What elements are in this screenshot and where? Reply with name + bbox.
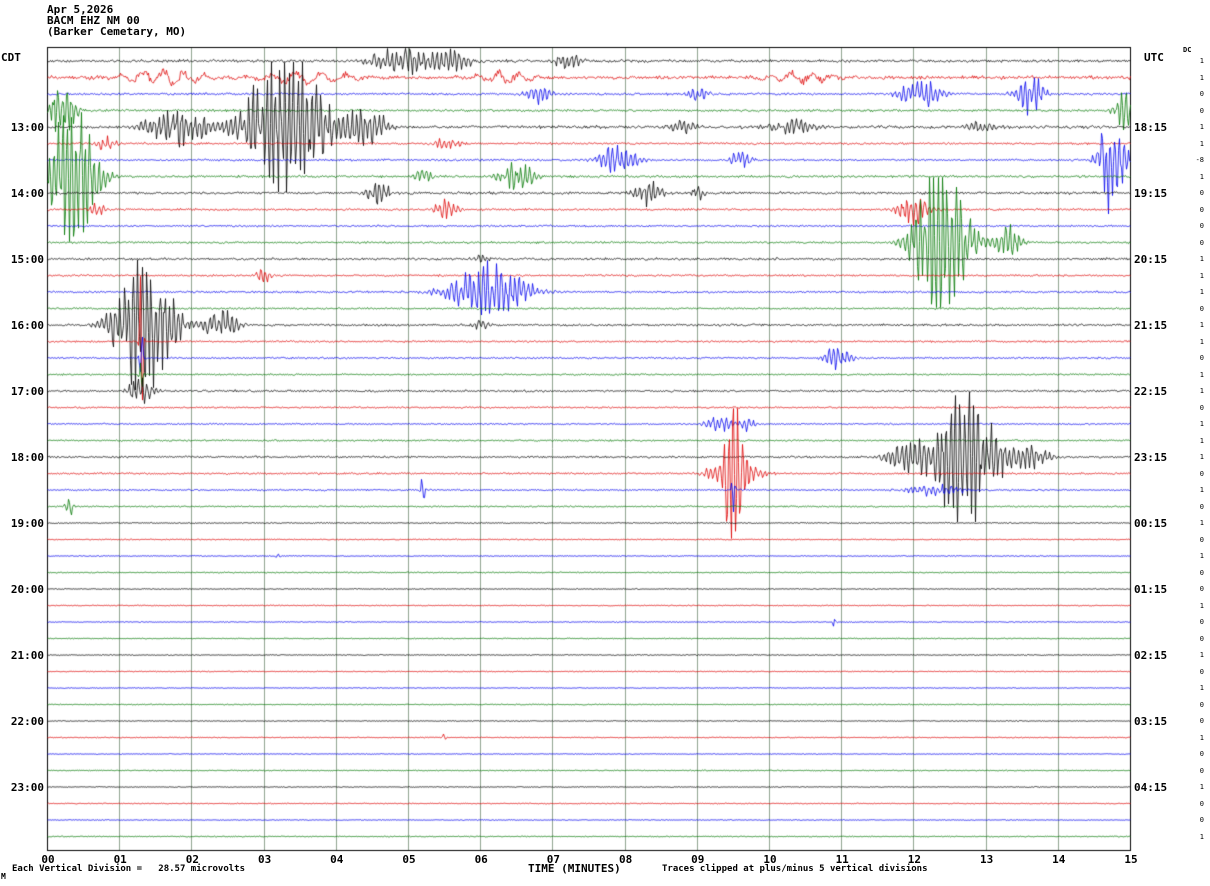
x-tick-label: 00	[41, 853, 55, 866]
left-time-label: 21:00	[10, 649, 44, 662]
x-tick-label: 13	[979, 853, 994, 866]
x-tick-label: 01	[113, 853, 127, 866]
dc-value: 1	[1199, 172, 1204, 181]
dc-value: 1	[1199, 651, 1204, 659]
left-time-label: 15:00	[10, 253, 44, 266]
dc-value: 0	[1199, 618, 1204, 626]
dc-value: 1	[1199, 271, 1204, 280]
dc-value: 1	[1199, 139, 1204, 148]
right-time-label: 01:15	[1134, 583, 1168, 596]
dc-value: 0	[1199, 502, 1204, 511]
clip-note: Traces clipped at plus/minus 5 vertical …	[662, 864, 928, 874]
x-tick-label: 08	[618, 853, 633, 866]
dc-column-label: DC	[1183, 46, 1192, 54]
dc-value: -8	[1195, 156, 1204, 164]
right-time-label: 00:15	[1134, 517, 1168, 530]
left-time-label: 19:00	[10, 517, 44, 530]
dc-value: 1	[1199, 337, 1204, 346]
right-timezone-label: UTC	[1144, 51, 1164, 64]
dc-value: 1	[1199, 453, 1204, 461]
left-time-label: 17:00	[10, 385, 44, 398]
dc-value: 1	[1199, 73, 1204, 82]
right-time-label: 19:15	[1134, 187, 1168, 200]
dc-value: 0	[1199, 717, 1204, 725]
dc-value: 1	[1199, 519, 1204, 527]
dc-value: 0	[1199, 469, 1204, 478]
x-tick-label: 07	[546, 853, 561, 866]
dc-value: 1	[1199, 733, 1204, 742]
x-tick-label: 10	[763, 853, 777, 866]
x-tick-label: 05	[402, 853, 416, 866]
dc-value: 0	[1199, 189, 1204, 197]
left-time-label: 23:00	[10, 781, 44, 794]
dc-value: 0	[1199, 304, 1204, 313]
dc-value: 1	[1199, 288, 1204, 296]
right-time-label: 03:15	[1134, 715, 1168, 728]
dc-value: 1	[1199, 783, 1204, 791]
dc-value: 1	[1199, 420, 1204, 428]
dc-value: 1	[1199, 486, 1204, 494]
dc-value: 0	[1199, 700, 1204, 709]
dc-value: 0	[1199, 750, 1204, 758]
dc-value: 0	[1199, 816, 1204, 824]
x-tick-label: 09	[691, 853, 705, 866]
corner-mark: M	[1, 872, 6, 881]
dc-value: 0	[1199, 799, 1204, 808]
dc-value: 0	[1199, 205, 1204, 214]
dc-value: 0	[1199, 90, 1204, 98]
dc-value: 0	[1199, 766, 1204, 775]
dc-value: 1	[1199, 436, 1204, 445]
scale-note: Each Vertical Division = 28.57 microvolt…	[12, 864, 245, 874]
x-tick-label: 14	[1052, 853, 1066, 866]
x-axis-title: TIME (MINUTES)	[528, 862, 621, 875]
right-time-label: 04:15	[1134, 781, 1168, 794]
x-tick-label: 03	[257, 853, 272, 866]
left-time-label: 16:00	[10, 319, 44, 332]
dc-value: 1	[1199, 552, 1204, 560]
right-time-label: 02:15	[1134, 649, 1168, 662]
dc-value: 0	[1199, 106, 1204, 115]
left-time-label: 18:00	[10, 451, 44, 464]
dc-value: 1	[1199, 832, 1204, 841]
left-time-label: 14:00	[10, 187, 44, 200]
dc-value: 1	[1199, 255, 1204, 263]
dc-value: 0	[1199, 634, 1204, 643]
dc-value: 1	[1199, 321, 1204, 329]
x-tick-label: 12	[907, 853, 922, 866]
right-time-label: 23:15	[1134, 451, 1168, 464]
dc-value: 1	[1199, 370, 1204, 379]
dc-value: 0	[1199, 403, 1204, 412]
right-time-label: 21:15	[1134, 319, 1168, 332]
dc-value: 0	[1199, 238, 1204, 247]
right-time-label: 22:15	[1134, 385, 1168, 398]
dc-value: 0	[1199, 222, 1204, 230]
right-time-label: 20:15	[1134, 253, 1168, 266]
left-time-label: 13:00	[10, 121, 44, 134]
x-tick-label: 15	[1124, 853, 1138, 866]
x-tick-label: 11	[835, 853, 849, 866]
dc-value: 0	[1199, 667, 1204, 676]
dc-value: 1	[1199, 601, 1204, 610]
left-time-label: 20:00	[10, 583, 44, 596]
left-timezone-label: CDT	[1, 51, 21, 64]
dc-value: 0	[1199, 354, 1204, 362]
right-time-label: 18:15	[1134, 121, 1168, 134]
x-tick-label: 02	[185, 853, 200, 866]
x-tick-label: 04	[330, 853, 344, 866]
dc-value: 0	[1199, 568, 1204, 577]
dc-value: 0	[1199, 535, 1204, 544]
dc-value: 1	[1199, 57, 1204, 65]
dc-value: 1	[1199, 684, 1204, 692]
dc-value: 0	[1199, 585, 1204, 593]
dc-value: 1	[1199, 387, 1204, 395]
x-tick-label: 06	[474, 853, 488, 866]
dc-value: 1	[1199, 123, 1204, 131]
left-time-label: 22:00	[10, 715, 44, 728]
